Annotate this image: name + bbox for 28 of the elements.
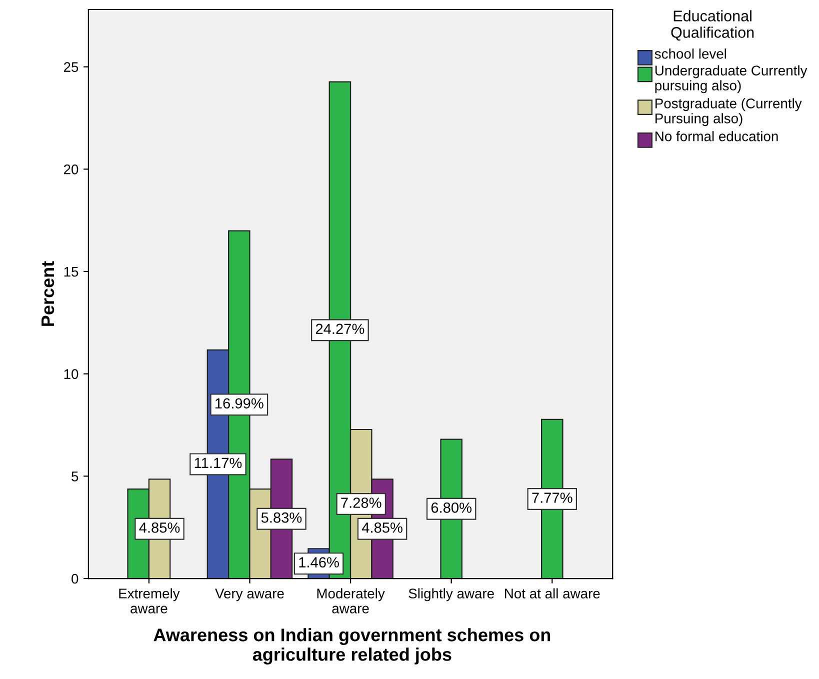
y-tick-label: 20: [64, 164, 78, 174]
data-label: 24.27%: [316, 324, 364, 334]
x-axis-title: Awareness on Indian government schemes on agriculture related jobs: [154, 628, 550, 665]
x-tick-label: Slightly aware: [408, 588, 494, 602]
y-axis-title: Percent: [42, 261, 54, 326]
legend-label: No formal education: [656, 131, 778, 142]
legend-title: Educational Qualification: [671, 10, 754, 41]
data-label: 7.77%: [532, 492, 572, 503]
x-tick-label: Extremely aware: [119, 588, 180, 614]
x-tick-label: Moderately aware: [317, 588, 385, 614]
y-tick-label: 0: [72, 574, 78, 584]
y-tick-label: 25: [64, 62, 78, 72]
legend-label: Undergraduate Currently pursuing also): [655, 65, 808, 94]
data-label: 1.46%: [299, 557, 339, 568]
data-label: 11.17%: [194, 458, 242, 468]
x-tick-label: Very aware: [215, 588, 284, 602]
data-label: 7.28%: [341, 498, 382, 508]
y-tick-label: 10: [64, 369, 78, 379]
data-label: 5.83%: [261, 512, 302, 523]
y-tick-label: 5: [72, 472, 78, 482]
data-label: 6.80%: [431, 502, 472, 513]
data-label: 4.85%: [362, 522, 402, 533]
legend-label: Postgraduate (Currently Pursuing also): [656, 98, 802, 126]
data-label: 4.85%: [139, 522, 180, 533]
y-tick-label: 15: [64, 266, 78, 277]
legend-label: school level: [654, 48, 726, 59]
data-label: 16.99%: [216, 398, 264, 409]
x-tick-label: Not at all aware: [505, 588, 600, 598]
